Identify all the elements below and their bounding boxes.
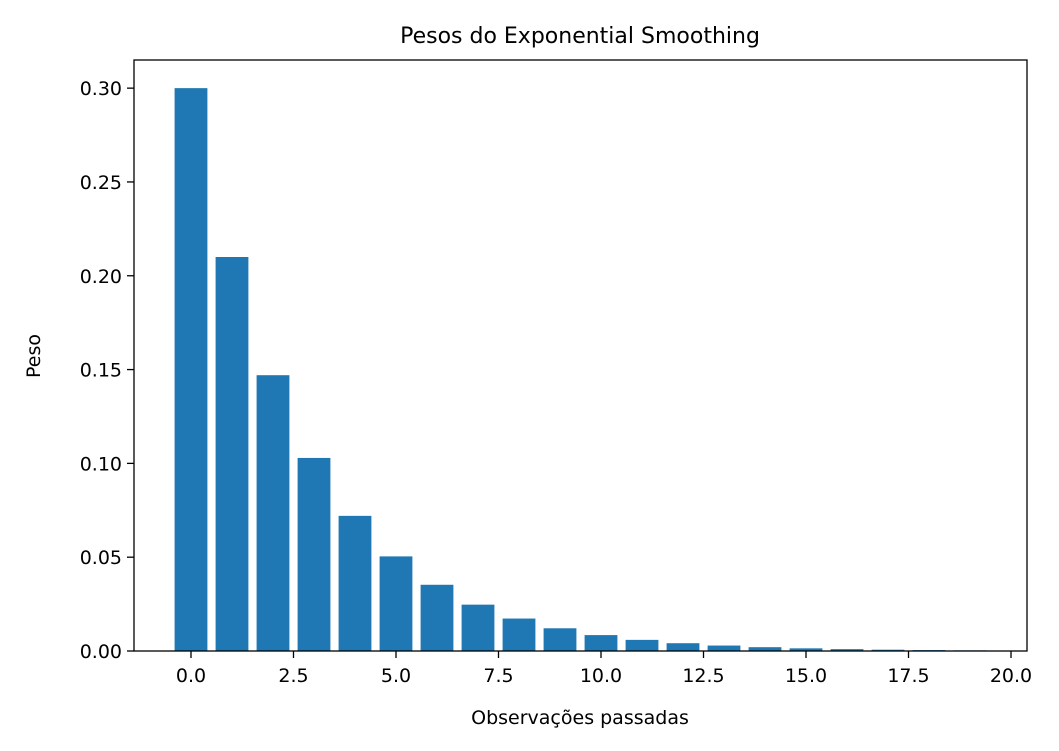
x-tick-label: 0.0 (176, 665, 206, 687)
bar-9 (543, 628, 577, 651)
chart-title: Pesos do Exponential Smoothing (400, 24, 760, 49)
bar-2 (256, 375, 290, 651)
bar-5 (379, 556, 413, 651)
axes-frame (133, 59, 1028, 652)
bar-10 (584, 635, 618, 651)
bar-14 (748, 647, 782, 651)
bar-1 (215, 257, 249, 651)
bar-15 (789, 648, 823, 651)
bar-16 (830, 649, 864, 651)
bar-13 (707, 645, 741, 651)
y-tick-label: 0.00 (80, 641, 122, 663)
bar-7 (461, 604, 495, 651)
y-tick-label: 0.10 (80, 453, 122, 475)
bar-6 (420, 584, 454, 651)
y-tick-label: 0.20 (80, 266, 122, 288)
x-tick-label: 2.5 (278, 665, 308, 687)
y-tick-label: 0.30 (80, 78, 122, 100)
bar-0 (174, 88, 208, 651)
y-tick-label: 0.15 (80, 360, 122, 382)
bar-4 (338, 515, 372, 651)
x-tick-label: 17.5 (887, 665, 929, 687)
y-tick-label: 0.05 (80, 547, 122, 569)
bar-3 (297, 457, 331, 651)
x-tick-label: 7.5 (483, 665, 513, 687)
bar-17 (871, 649, 905, 651)
y-axis-label: Peso (23, 334, 45, 378)
bar-8 (502, 618, 536, 651)
bar-12 (666, 643, 700, 651)
x-tick-label: 10.0 (580, 665, 622, 687)
y-tick-label: 0.25 (80, 172, 122, 194)
bar-11 (625, 639, 659, 651)
x-tick-label: 12.5 (682, 665, 724, 687)
x-tick-label: 15.0 (785, 665, 827, 687)
x-tick-label: 5.0 (381, 665, 411, 687)
x-tick-label: 20.0 (990, 665, 1032, 687)
x-axis-label: Observações passadas (471, 707, 689, 729)
